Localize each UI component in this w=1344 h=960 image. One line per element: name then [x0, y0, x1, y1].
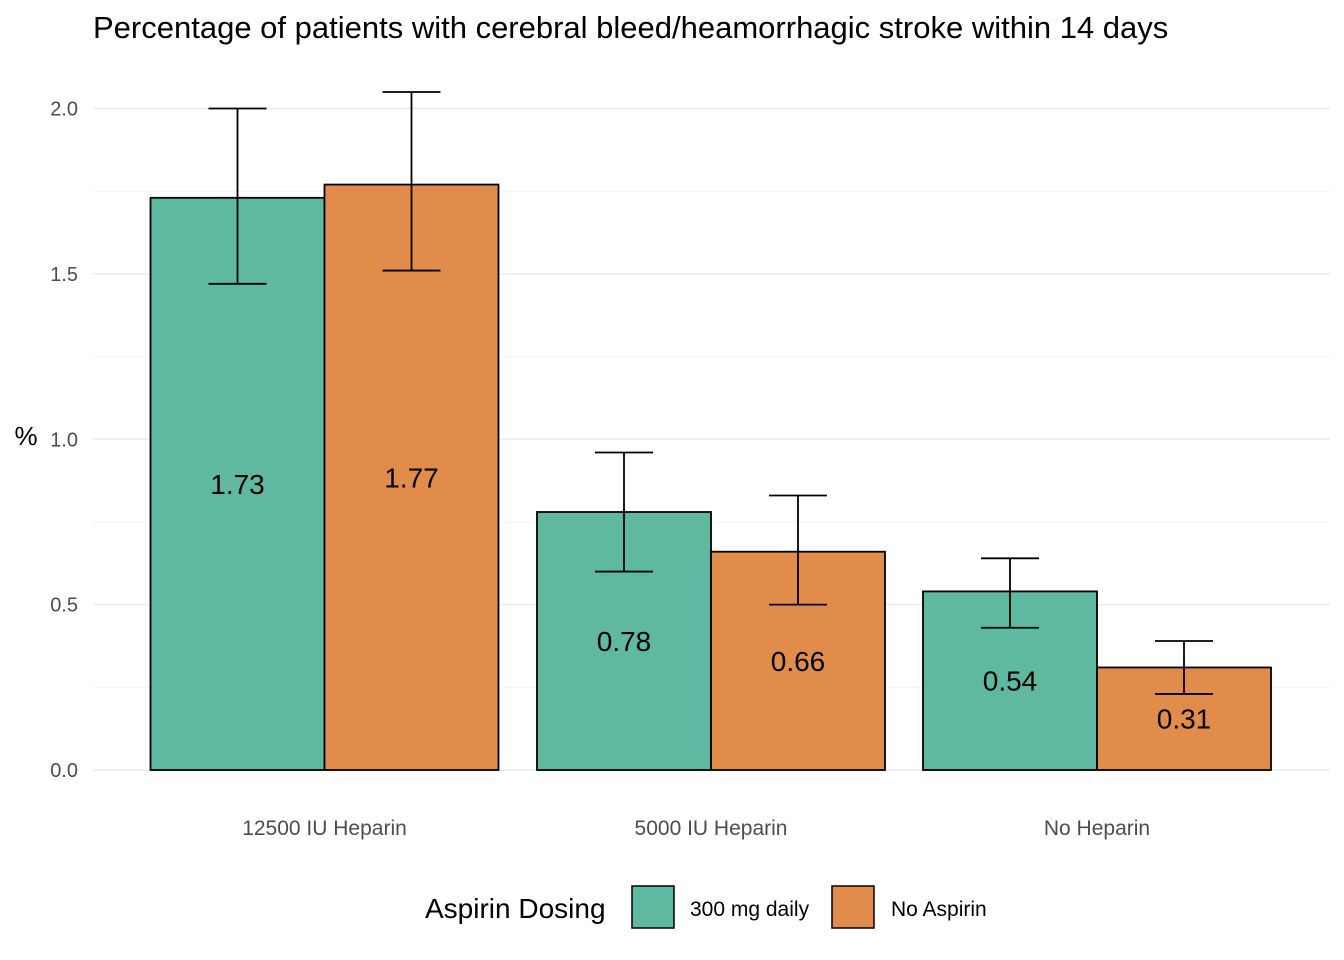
error-bar	[1155, 640, 1213, 695]
data-label: 0.78	[597, 626, 652, 657]
error-bar	[208, 107, 267, 285]
y-axis-label: %	[14, 421, 37, 451]
y-tick-label: 2.0	[50, 99, 78, 121]
legend-title: Aspirin Dosing	[425, 893, 606, 924]
error-bar	[595, 451, 653, 573]
error-bar	[769, 494, 827, 606]
bar	[149, 196, 326, 771]
y-tick-label: 1.5	[50, 264, 78, 286]
legend-label-no-aspirin: No Aspirin	[891, 898, 987, 921]
legend-swatch-300mg	[631, 885, 675, 929]
chart-title: Percentage of patients with cerebral ble…	[93, 10, 1169, 45]
y-tick-label: 0.0	[50, 760, 78, 782]
data-label: 0.31	[1157, 704, 1212, 735]
y-axis-ticks: 0.0 0.5 1.0 1.5 2.0	[50, 99, 78, 783]
error-bar	[981, 557, 1039, 629]
error-bars	[208, 91, 1213, 695]
error-bar	[382, 91, 441, 272]
x-tick-label: 12500 IU Heparin	[242, 817, 407, 840]
legend: Aspirin Dosing 300 mg daily No Aspirin	[425, 885, 987, 929]
x-axis-ticks: 12500 IU Heparin 5000 IU Heparin No Hepari…	[242, 817, 1150, 840]
data-labels: 1.73 0.78 0.54 1.77 0.66 0.31	[210, 462, 1211, 734]
data-label: 1.77	[384, 462, 439, 493]
bars	[149, 183, 1272, 771]
legend-label-300mg: 300 mg daily	[690, 898, 810, 921]
x-tick-label: No Heparin	[1044, 817, 1150, 840]
data-label: 0.66	[771, 646, 826, 677]
y-tick-label: 0.5	[50, 595, 78, 617]
data-label: 0.54	[983, 666, 1038, 697]
y-tick-label: 1.0	[50, 429, 78, 451]
x-tick-label: 5000 IU Heparin	[635, 817, 788, 840]
legend-swatch-no-aspirin	[831, 885, 875, 929]
data-label: 1.73	[210, 469, 265, 500]
